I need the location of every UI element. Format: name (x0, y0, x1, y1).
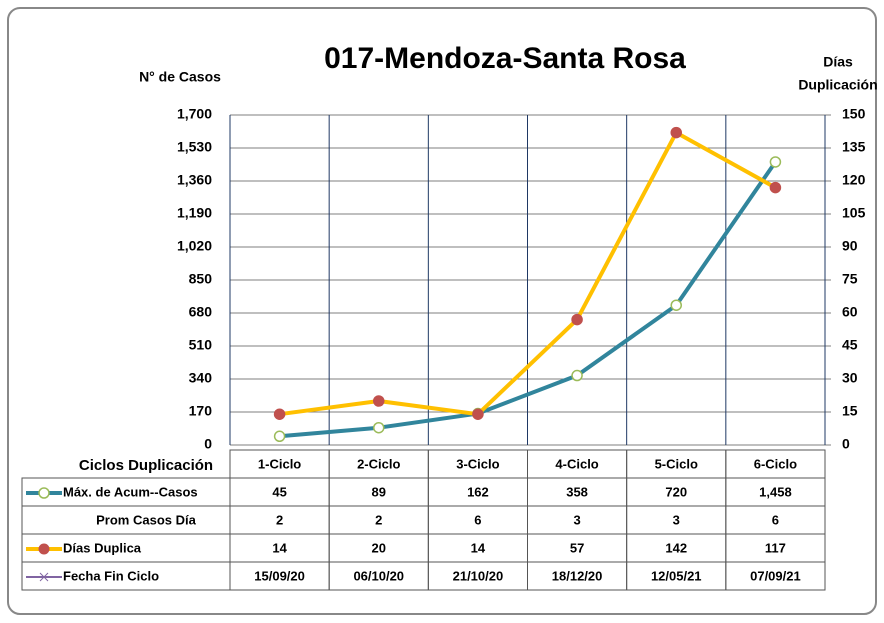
data-point (670, 299, 682, 311)
x-tick-label: 6-Ciclo (754, 456, 797, 471)
series-line (279, 130, 777, 417)
legend-marker (39, 572, 49, 582)
data-point (670, 126, 682, 139)
table-value: 3 (673, 512, 680, 527)
table-value: 117 (765, 540, 786, 555)
x-tick-label: 2-Ciclo (357, 456, 400, 471)
table-value: 14 (272, 540, 287, 555)
y-tick-label: 1,530 (177, 139, 212, 155)
y2-tick-label: 90 (842, 238, 858, 254)
table-value: 2 (276, 512, 283, 527)
y2-axis-label: Duplicación (798, 77, 877, 93)
legend-label: Días Duplica (63, 540, 142, 555)
table-value: 06/10/20 (353, 568, 404, 583)
y2-tick-label: 15 (842, 403, 858, 419)
table-value: 18/12/20 (552, 568, 603, 583)
data-point (273, 408, 286, 420)
chart-border (7, 7, 877, 615)
y2-axis-label: Días (823, 54, 853, 70)
series-line (279, 160, 778, 439)
legend-label: Fecha Fin Ciclo (63, 568, 159, 583)
data-point (571, 313, 583, 326)
table-value: 21/10/20 (453, 568, 504, 583)
data-point (571, 369, 583, 382)
chart-title: 017-Mendoza-Santa Rosa (324, 42, 686, 75)
row-label: Prom Casos Día (96, 512, 196, 527)
table-value: 6 (474, 512, 481, 527)
legend-marker (38, 543, 50, 555)
y2-tick-label: 105 (842, 205, 866, 221)
data-point (273, 430, 286, 443)
table-value: 12/05/21 (651, 568, 702, 583)
y2-tick-label: 60 (842, 304, 858, 320)
table-value: 142 (665, 540, 687, 555)
data-point (472, 408, 484, 420)
y2-tick-label: 120 (842, 172, 866, 188)
table-value: 57 (570, 540, 584, 555)
y-tick-label: 1,360 (177, 172, 212, 188)
table-value: 2 (375, 512, 382, 527)
y2-tick-label: 45 (842, 337, 858, 353)
y-tick-label: 0 (204, 436, 212, 452)
y-tick-label: 340 (189, 370, 213, 386)
legend-label: Máx. de Acum--Casos (63, 484, 198, 499)
table-cell (725, 561, 826, 591)
data-point (373, 395, 385, 407)
x-tick-label: 4-Ciclo (555, 456, 598, 471)
data-point (373, 421, 385, 434)
y-tick-label: 1,700 (177, 106, 212, 122)
legend-marker (38, 487, 50, 499)
table-value: 89 (372, 484, 386, 499)
x-tick-label: 1-Ciclo (258, 456, 301, 471)
y2-tick-label: 75 (842, 271, 858, 287)
y2-tick-label: 0 (842, 436, 850, 452)
table-value: 45 (272, 484, 286, 499)
y-tick-label: 680 (189, 304, 213, 320)
x-tick-label: 3-Ciclo (456, 456, 499, 471)
table-value: 14 (471, 540, 486, 555)
y-tick-label: 850 (189, 271, 213, 287)
y-tick-label: 170 (189, 403, 213, 419)
y-axis-label: N° de Casos (139, 69, 221, 85)
table-value: 358 (566, 484, 588, 499)
x-tick-label: 5-Ciclo (655, 456, 698, 471)
y-tick-label: 1,190 (177, 205, 212, 221)
table-value: 720 (665, 484, 687, 499)
table-value: 6 (772, 512, 779, 527)
table-value: 1,458 (759, 484, 792, 499)
table-value: 07/09/21 (750, 568, 801, 583)
table-value: 20 (372, 540, 386, 555)
y-tick-label: 510 (189, 337, 213, 353)
y2-tick-label: 150 (842, 106, 866, 122)
y-tick-label: 1,020 (177, 238, 212, 254)
data-point (769, 156, 782, 168)
y2-tick-label: 135 (842, 139, 866, 155)
y2-tick-label: 30 (842, 370, 858, 386)
table-value: 3 (573, 512, 580, 527)
table-header: Ciclos Duplicación (79, 457, 213, 474)
table-value: 15/09/20 (254, 568, 305, 583)
data-point (769, 181, 782, 194)
table-value: 162 (467, 484, 489, 499)
